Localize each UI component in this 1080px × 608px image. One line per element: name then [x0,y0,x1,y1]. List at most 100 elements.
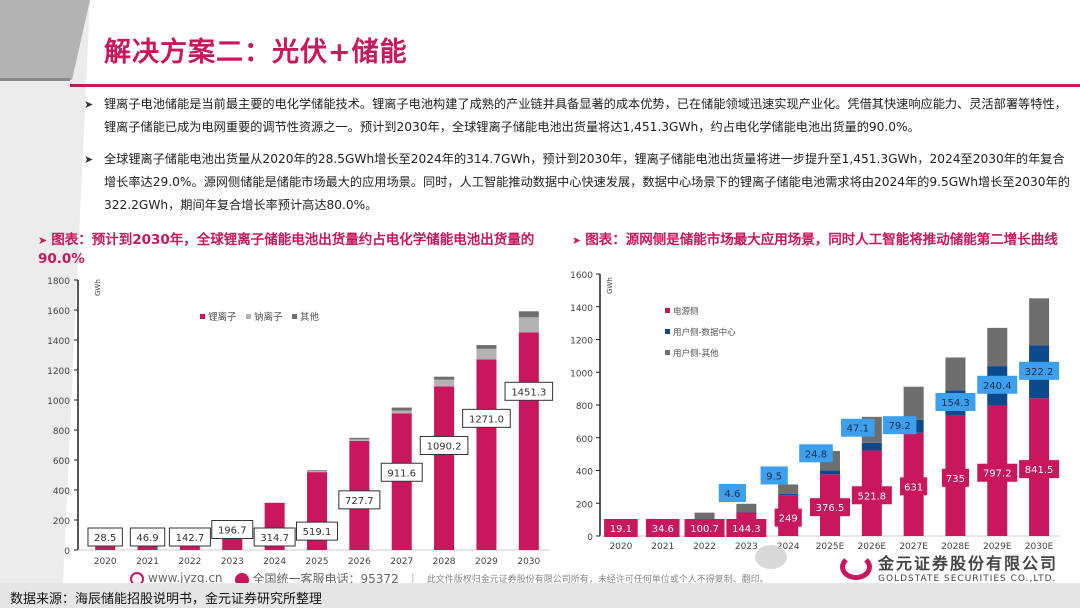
logo-text-cn: 金元证券股份有限公司 [878,554,1059,573]
unit-label: GWh [606,277,614,294]
data-label: 911.6 [387,468,416,479]
bar-other [518,311,539,318]
legend-label: 用户侧-数据中心 [673,327,736,338]
data-label-box [338,490,381,510]
data-label-power: 100.7 [690,524,719,535]
bar-lithium [518,332,539,550]
website-link[interactable]: www.jyzq.cn [130,571,223,583]
bullet-item: ➤ 锂离子电池储能是当前最主要的电化学储能技术。锂离子电池构建了成熟的产业链并具… [84,93,1074,139]
data-label-box-power [604,519,638,537]
bar-user-other [903,386,924,420]
bar-lithium [434,386,455,550]
data-label-box [211,519,254,539]
data-label-box-datacenter [841,418,875,437]
bar-datacenter [778,493,799,496]
data-label-box-power [941,468,970,487]
y-tick-label: 1600 [47,307,70,317]
x-tick-label: 2022 [178,557,201,567]
bar-other [434,376,455,380]
data-label-datacenter: 47.1 [847,424,869,435]
data-label-box [380,462,423,482]
x-tick-label: 2026E [858,542,887,552]
x-tick-label: 2020 [609,542,632,552]
bullet-text: 锂离子电池储能是当前最主要的电化学储能技术。锂离子电池构建了成熟的产业链并具备显… [104,97,1067,134]
x-tick-label: 2026 [348,557,371,567]
data-label-datacenter: 4.6 [724,489,740,500]
x-tick-label: 2021 [136,557,159,567]
data-label-box-datacenter [760,466,788,485]
x-tick-label: 2030 [517,557,540,567]
data-label: 519.1 [303,527,332,538]
bar-sodium [391,410,412,414]
data-label-box-power [900,477,928,496]
bullet-text: 全球锂离子储能电池出货量从2020年的28.5GWh增长至2024年的314.7… [104,152,1070,212]
footer-separator: | [410,571,415,584]
legend-swatch [665,308,670,313]
bar-other [391,407,412,411]
data-label-box [462,408,511,428]
y-tick-label: 1400 [47,337,70,347]
phone-icon [234,572,249,583]
x-tick-label: 2028E [941,542,970,552]
data-label-power: 797.2 [983,469,1012,480]
data-label-box-datacenter [935,393,976,412]
bar-other [476,345,497,349]
data-label-box [253,527,296,547]
data-label-power: 521.8 [857,491,886,502]
bullet-item: ➤ 全球锂离子储能电池出货量从2020年的28.5GWh增长至2024年的314… [84,148,1074,217]
data-label-box-power [726,519,767,537]
x-tick-label: 2028 [433,557,456,567]
y-tick-label: 200 [53,517,70,527]
bar-other [349,437,370,440]
legend-label: 用户侧-其他 [673,348,719,359]
legend-swatch [200,314,205,319]
chart-lithium-shipments: 0 200 400 600 800 1000 1200 1400 1600 1800 GWh 2020… [47,277,554,567]
bar-lithium [476,359,497,550]
company-logo: 金元证券股份有限公司 GOLDSTATE SECURITIES CO.,LTD. [840,550,1058,583]
chart-title-left: ➤ 图表：预计到2030年，全球锂离子储能电池出货量约占电化学储能电池出货量的90… [38,232,535,267]
y-tick-label: 1200 [47,367,70,377]
x-tick-label: 2027 [390,557,413,567]
bar-sodium [307,470,327,473]
bar-user-other [1029,298,1050,346]
bullet-list: ➤ 锂离子电池储能是当前最主要的电化学储能技术。锂离子电池构建了成熟的产业链并具… [84,93,1074,226]
data-label-box-power [851,486,892,505]
x-tick-label: 2029 [475,557,498,567]
data-label: 1271.0 [469,414,504,425]
slide: 解决方案二：光伏+储能 ➤ 锂离子电池储能是当前最主要的电化学储能技术。锂离子电… [0,0,1080,583]
arrow-bullet-icon: ➤ [572,234,582,247]
data-label-box [168,527,211,547]
legend-label: 钠离子 [254,311,283,323]
x-tick-label: 2021 [651,542,674,552]
bar-datacenter [820,470,840,475]
data-label-box-power [774,508,802,527]
x-tick-label: 2023 [735,542,758,552]
data-label: 196.7 [218,525,247,536]
header-decoration [0,0,90,80]
unit-label: GWh [94,279,102,296]
wechat-watermark-icon [755,545,787,569]
page-title: 解决方案二：光伏+储能 [104,37,408,68]
chart-title-right: ➤ 图表：源网侧是储能市场最大应用场景，同时人工智能将推动储能第二增长曲线 [572,232,1058,248]
data-label-box-power [1019,460,1060,479]
x-tick-label: 2025 [306,557,329,567]
data-label-datacenter: 154.3 [941,398,970,409]
x-tick-label: 2030E [1025,542,1054,552]
legend-label: 锂离子 [208,311,237,323]
data-label-box-power [810,498,850,517]
data-label: 28.5 [94,533,116,544]
data-label-datacenter: 240.4 [983,381,1012,392]
data-label: 1451.3 [511,387,546,398]
bar-datacenter [861,442,882,451]
data-label-power: 735 [946,474,965,485]
title-divider [70,84,1080,87]
data-label-box-datacenter [799,444,833,463]
x-tick-label: 2020 [94,557,117,567]
data-label-box [504,381,554,401]
data-label-power: 249 [779,514,798,525]
y-tick-label: 400 [53,487,70,497]
data-label-box [419,435,469,455]
chart-application-scenarios: 0 200 400 600 800 1000 1200 1400 1600 GWh 2020 19.1… [570,271,1060,552]
data-label-power: 631 [904,482,923,493]
data-label: 142.7 [176,533,205,544]
